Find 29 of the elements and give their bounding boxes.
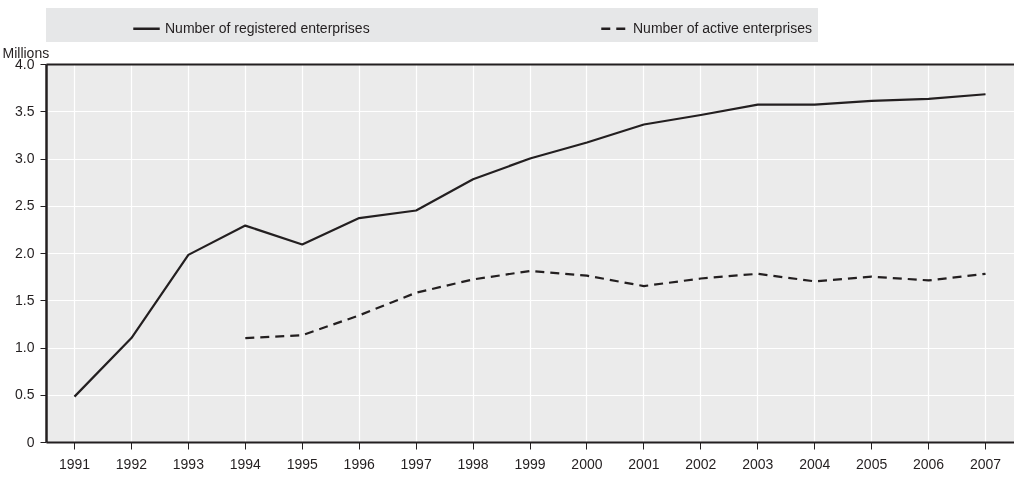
y-tick-label: 3.5 — [15, 102, 35, 119]
y-tick-label: 1.0 — [15, 339, 35, 355]
legend-label: Number of registered enterprises — [165, 19, 370, 36]
x-tick-label: 2004 — [799, 455, 831, 472]
x-tick-label: 1992 — [115, 455, 148, 472]
x-tick-label: 2005 — [856, 455, 888, 472]
y-tick-label: 2.5 — [15, 197, 35, 214]
x-tick-label: 2002 — [685, 455, 717, 472]
y-tick-label: 2.0 — [15, 244, 35, 261]
x-tick-label: 1996 — [343, 455, 375, 472]
line-series — [244, 269, 987, 340]
x-tick-label: 1991 — [58, 455, 91, 472]
x-tick-label: 2001 — [628, 455, 660, 472]
x-tick-label: 2003 — [742, 455, 774, 472]
x-tick-label: 1994 — [229, 455, 262, 472]
line-series — [73, 93, 987, 398]
legend-label: Number of active enterprises — [633, 19, 812, 36]
y-tick-label: 3.0 — [15, 150, 35, 166]
x-tick-label: 1995 — [286, 455, 319, 472]
x-tick-label: 1999 — [514, 455, 546, 472]
x-tick-label: 1993 — [172, 455, 205, 472]
x-tick-label: 1997 — [400, 455, 432, 472]
y-tick-label: 1.5 — [15, 291, 35, 308]
x-tick-label: 2000 — [571, 455, 603, 472]
y-tick-label: 0.5 — [15, 386, 35, 403]
x-tick-label: 2007 — [969, 455, 1002, 472]
x-tick-label: 2006 — [913, 455, 945, 472]
x-tick-label: 1998 — [457, 455, 489, 472]
y-tick-label: 0 — [26, 433, 35, 450]
